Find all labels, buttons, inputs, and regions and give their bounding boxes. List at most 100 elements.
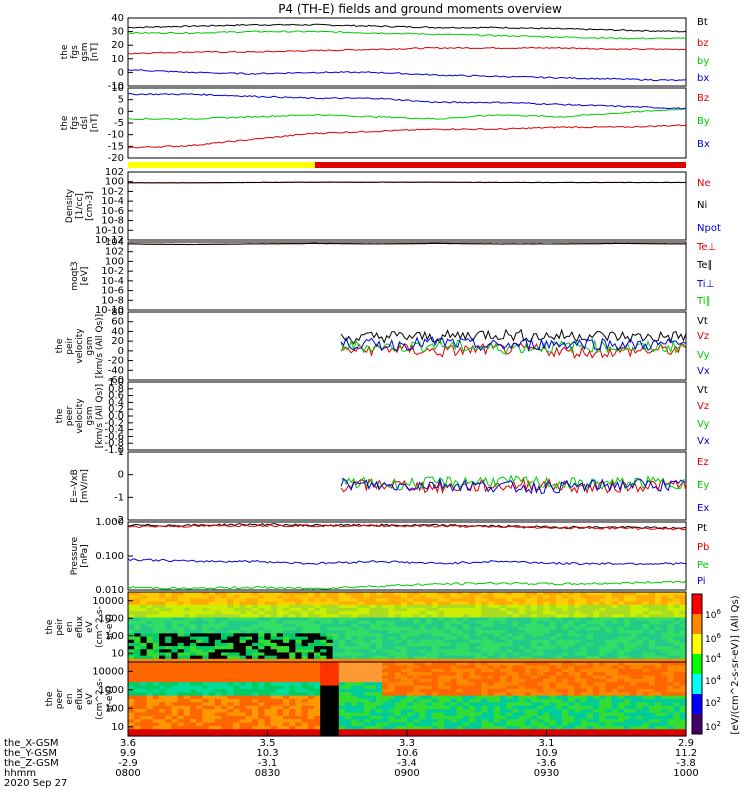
spectrogram-cell bbox=[642, 592, 650, 596]
spectrogram-cell bbox=[481, 649, 489, 654]
spectrogram-cell bbox=[351, 688, 358, 693]
spectrogram-cell bbox=[314, 649, 321, 654]
spectrogram-cell bbox=[307, 595, 315, 599]
spectrogram-cell bbox=[351, 652, 358, 657]
spectrogram-cell bbox=[431, 620, 439, 625]
colorbar-segment bbox=[692, 686, 702, 689]
spectrogram-cell bbox=[593, 665, 600, 670]
spectrogram-cell bbox=[450, 672, 458, 677]
spectrogram-cell bbox=[648, 682, 656, 687]
spectrogram-cell bbox=[481, 655, 489, 660]
spectrogram-cell bbox=[611, 592, 619, 596]
spectrogram-cell bbox=[394, 678, 402, 683]
spectrogram-cell bbox=[183, 725, 191, 730]
spectrogram-cell bbox=[394, 699, 402, 703]
spectrogram-cell bbox=[456, 646, 464, 650]
spectrogram-cell bbox=[202, 611, 210, 615]
spectrogram-cell bbox=[128, 692, 135, 697]
spectrogram-cell bbox=[301, 688, 309, 693]
spectrogram-cell bbox=[227, 633, 234, 638]
spectrogram-cell bbox=[208, 620, 216, 625]
spectrogram-cell bbox=[419, 598, 427, 603]
spectrogram-cell bbox=[413, 598, 420, 603]
spectrogram-cell bbox=[524, 636, 532, 641]
spectrogram-cell bbox=[140, 652, 148, 657]
spectrogram-cell bbox=[407, 611, 414, 615]
spectrogram-cell bbox=[221, 678, 228, 683]
spectrogram-cell bbox=[289, 695, 296, 700]
spectrogram-cell bbox=[617, 675, 625, 680]
spectrogram-cell bbox=[543, 719, 551, 724]
spectrogram-cell bbox=[661, 685, 668, 690]
spectrogram-cell bbox=[537, 719, 544, 724]
ephem-value: 10.9 bbox=[535, 748, 557, 759]
spectrogram-cell bbox=[233, 639, 241, 644]
spectrogram-cell bbox=[245, 639, 253, 644]
spectrogram-cell bbox=[679, 709, 687, 714]
spectrogram-cell bbox=[487, 595, 495, 599]
spectrogram-cell bbox=[493, 719, 501, 724]
spectrogram-cell bbox=[264, 719, 272, 724]
spectrogram-cell bbox=[196, 665, 203, 670]
spectrogram-cell bbox=[258, 662, 265, 666]
spectrogram-cell bbox=[227, 665, 234, 670]
spectrogram-cell bbox=[419, 719, 427, 724]
spectrogram-cell bbox=[140, 636, 148, 641]
spectrogram-cell bbox=[289, 715, 296, 720]
spectrogram-cell bbox=[227, 592, 234, 596]
spectrogram-cell bbox=[593, 604, 600, 609]
spectrogram-cell bbox=[493, 699, 501, 703]
spectrogram-cell bbox=[382, 699, 389, 703]
spectrogram-cell bbox=[642, 617, 650, 622]
spectrogram-cell bbox=[252, 729, 259, 734]
spectrogram-cell bbox=[165, 604, 172, 609]
spectrogram-cell bbox=[146, 642, 154, 647]
spectrogram-cell bbox=[586, 595, 594, 599]
spectrogram-cell bbox=[661, 620, 668, 625]
spectrogram-cell bbox=[438, 682, 445, 687]
spectrogram-cell bbox=[537, 725, 544, 730]
spectrogram-cell bbox=[369, 685, 377, 690]
spectrogram-cell bbox=[419, 685, 427, 690]
spectrogram-cell bbox=[214, 688, 222, 693]
spectrogram-cell bbox=[469, 595, 476, 599]
spectrogram-cell bbox=[177, 672, 185, 677]
spectrogram-cell bbox=[487, 675, 495, 680]
spectrogram-cell bbox=[351, 705, 358, 710]
spectrogram-cell bbox=[276, 652, 284, 657]
spectrogram-cell bbox=[481, 725, 489, 730]
spectrogram-cell bbox=[196, 636, 203, 641]
ephem-value: 3.1 bbox=[539, 738, 555, 749]
spectrogram-cell bbox=[549, 601, 557, 606]
spectrogram-cell bbox=[134, 719, 141, 724]
spectrogram-cell bbox=[326, 627, 334, 631]
spectrogram-cell bbox=[295, 623, 303, 628]
spectrogram-cell bbox=[214, 646, 222, 650]
spectrogram-cell bbox=[258, 719, 265, 724]
spectrogram-cell bbox=[500, 729, 507, 734]
spectrogram-cell bbox=[283, 725, 290, 730]
spectrogram-cell bbox=[543, 682, 551, 687]
spectrogram-cell bbox=[574, 685, 582, 690]
spectrogram-cell bbox=[388, 678, 396, 683]
spectrogram-cell bbox=[655, 682, 662, 687]
spectrogram-cell bbox=[245, 702, 253, 707]
spectrogram-cell bbox=[388, 712, 396, 717]
spectrogram-cell bbox=[183, 652, 191, 657]
spectrogram-cell bbox=[270, 675, 278, 680]
spectrogram-cell bbox=[568, 595, 575, 599]
spectrogram-cell bbox=[183, 732, 191, 737]
spectrogram-cell bbox=[227, 655, 234, 660]
panel-3: Density [1/cc] [cm-3]10210010-210-410-610-… bbox=[65, 167, 721, 246]
spectrogram-cell bbox=[549, 722, 557, 727]
spectrogram-cell bbox=[152, 732, 160, 737]
spectrogram-cell bbox=[159, 639, 166, 644]
spectrogram-cell bbox=[481, 592, 489, 596]
spectrogram-cell bbox=[562, 675, 569, 680]
colorbar-segment bbox=[692, 644, 702, 647]
spectrogram-cell bbox=[357, 617, 365, 622]
spectrogram-cell bbox=[475, 642, 482, 647]
spectrogram-cell bbox=[171, 665, 179, 670]
quality-flag-good bbox=[128, 162, 315, 168]
spectrogram-cell bbox=[400, 678, 408, 683]
